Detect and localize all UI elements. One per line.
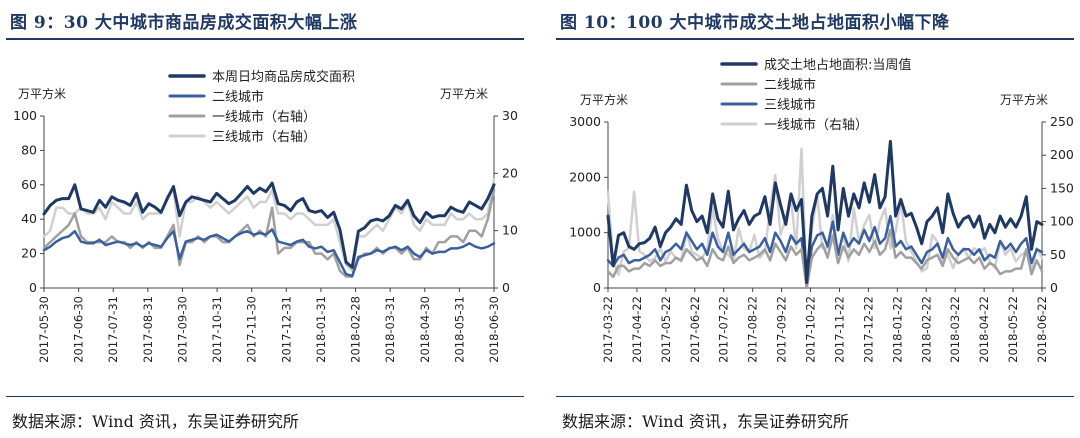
x-tick-label: 2018-01-22 (890, 296, 904, 363)
x-tick-label: 2018-01-31 (314, 296, 328, 363)
legend-label: 成交土地占地面积:当周值 (764, 57, 911, 73)
x-tick-label: 2018-06-22 (1035, 296, 1049, 363)
footer-divider (6, 396, 524, 397)
series-line (42, 181, 496, 269)
y-tick-label-left: 40 (21, 211, 37, 226)
y-tick-label-left: 2000 (569, 169, 601, 184)
source-note: 数据来源：Wind 资讯，东吴证券研究所 (12, 412, 299, 431)
y-axis-unit-right: 万平方米 (1000, 92, 1048, 107)
series-line (606, 214, 1044, 287)
x-tick-label: 2017-06-30 (72, 296, 86, 363)
x-tick-label: 2017-10-31 (210, 296, 224, 363)
y-tick-label-right: 20 (502, 165, 518, 180)
x-tick-label: 2017-07-22 (717, 296, 731, 363)
legend-label: 一线城市（右轴） (212, 109, 316, 125)
y-tick-label-left: 20 (21, 246, 37, 261)
y-tick-label-right: 30 (502, 108, 518, 123)
x-tick-label: 2018-02-28 (349, 296, 363, 363)
x-tick-label: 2017-08-22 (746, 296, 760, 363)
x-tick-label: 2017-12-22 (861, 296, 875, 363)
chart-title: 图 10：100 大中城市成交土地占地面积小幅下降 (560, 13, 950, 33)
title-divider (6, 38, 524, 40)
x-tick-label: 2017-09-30 (175, 296, 189, 363)
y-tick-label-left: 0 (593, 280, 601, 295)
y-tick-label-right: 0 (502, 280, 510, 295)
x-tick-label: 2017-04-22 (630, 296, 644, 363)
chart-title: 图 9：30 大中城市商品房成交面积大幅上涨 (10, 13, 358, 33)
x-tick-label: 2018-04-30 (418, 296, 432, 363)
y-tick-label-right: 100 (1050, 214, 1074, 229)
x-tick-label: 2018-03-31 (383, 296, 397, 363)
x-tick-label: 2017-05-22 (659, 296, 673, 363)
series-line (606, 228, 1044, 290)
legend-label: 三线城市（右轴） (212, 129, 316, 145)
y-tick-label-right: 50 (1050, 247, 1066, 262)
chart-plot: 0 20 40 60 80 100 0 10 20 30 万平方米 万平方米 2017-05-30 201… (13, 69, 518, 363)
y-tick-label-right: 10 (502, 223, 518, 238)
x-tick-label: 2017-03-22 (601, 296, 615, 363)
legend-label: 二线城市 (212, 89, 264, 105)
x-tick-label: 2017-06-22 (688, 296, 702, 363)
legend-label: 一线城市（右轴） (764, 117, 868, 133)
y-tick-label-right: 0 (1050, 280, 1058, 295)
x-tick-label: 2018-05-31 (452, 296, 466, 363)
y-tick-label-left: 80 (21, 142, 37, 157)
series-line (42, 228, 496, 278)
y-tick-label-left: 100 (13, 108, 37, 123)
x-tick-label: 2018-05-22 (1006, 296, 1020, 363)
y-tick-label-left: 3000 (569, 114, 601, 129)
x-tick-label: 2017-08-31 (141, 296, 155, 363)
y-tick-label-left: 60 (21, 177, 37, 192)
title-divider (556, 38, 1074, 40)
y-tick-label-left: 1000 (569, 225, 601, 240)
chart-panel-left: 图 9：30 大中城市商品房成交面积大幅上涨 0 20 40 60 80 100 0 10 20… (0, 0, 530, 438)
source-note: 数据来源：Wind 资讯，东吴证券研究所 (562, 412, 849, 431)
x-tick-label: 2017-11-22 (832, 296, 846, 363)
x-tick-label: 2017-07-31 (106, 296, 120, 363)
x-tick-label: 2017-12-31 (279, 296, 293, 363)
x-tick-label: 2017-10-22 (804, 296, 818, 363)
y-tick-label-right: 200 (1050, 147, 1074, 162)
series-line (42, 177, 496, 273)
y-axis-unit-right: 万平方米 (440, 86, 488, 101)
footer-divider (556, 396, 1074, 397)
legend-label: 三线城市 (764, 97, 816, 113)
x-tick-label: 2018-06-30 (487, 296, 501, 363)
legend-label: 二线城市 (764, 77, 816, 93)
y-axis-unit-left: 万平方米 (580, 92, 628, 107)
y-axis-unit-left: 万平方米 (18, 86, 66, 101)
legend-label: 本周日均商品房成交面积 (212, 69, 355, 85)
x-tick-label: 2017-09-22 (775, 296, 789, 363)
chart-panel-right: 图 10：100 大中城市成交土地占地面积小幅下降 0 1000 2000 3000 0… (550, 0, 1080, 438)
x-tick-label: 2018-04-22 (977, 296, 991, 363)
y-tick-label-right: 250 (1050, 114, 1074, 129)
y-tick-label-right: 150 (1050, 180, 1074, 195)
x-tick-label: 2018-03-22 (948, 296, 962, 363)
x-tick-label: 2017-05-30 (37, 296, 51, 363)
x-tick-label: 2018-02-22 (919, 296, 933, 363)
x-tick-label: 2017-11-30 (245, 296, 259, 363)
series-line (606, 139, 1044, 284)
y-tick-label-left: 0 (29, 280, 37, 295)
